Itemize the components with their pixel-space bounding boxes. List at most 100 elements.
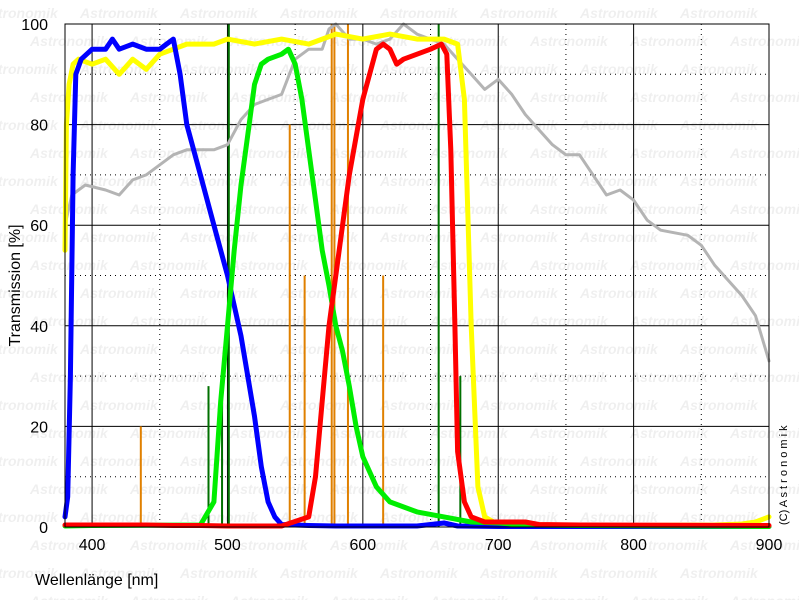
y-tick-label: 40 [30,319,48,336]
watermark-text: Astronomik [429,425,509,441]
watermark-layer: Astronomik Astronomik Astronomik Astronomik… [0,5,799,600]
y-tick-label: 0 [39,520,48,537]
x-tick-label: 400 [79,537,106,554]
watermark-text: Astronomik [529,593,609,600]
watermark-text: Astronomik [679,173,759,189]
watermark-text: Astronomik [729,593,799,600]
watermark-text: Astronomik [729,201,799,217]
watermark-text: Astronomik [429,33,509,49]
watermark-text: Astronomik [79,565,159,581]
watermark-text: Astronomik [229,89,309,105]
watermark-text: Astronomik [0,61,59,77]
watermark-text: Astronomik [0,229,59,245]
watermark-text: Astronomik [329,145,409,161]
watermark-text: Astronomik [379,229,459,245]
y-tick-label: 100 [21,17,48,34]
series-line [63,22,771,363]
watermark-text: Astronomik [579,509,659,525]
watermark-text: Astronomik [629,201,709,217]
watermark-text: Astronomik [329,481,409,497]
y-tick-label: 80 [30,118,48,135]
copyright-text: (C) A s t r o n o m i k [778,425,790,525]
watermark-text: Astronomik [729,481,799,497]
watermark-text: Astronomik [629,33,709,49]
watermark-text: Astronomik [279,173,359,189]
watermark-text: Astronomik [29,33,109,49]
watermark-text: Astronomik [0,341,59,357]
watermark-text: Astronomik [529,89,609,105]
watermark-text: Astronomik [129,593,209,600]
watermark-text: Astronomik [279,397,359,413]
watermark-text: Astronomik [729,33,799,49]
watermark-text: Astronomik [529,313,609,329]
watermark-text: Astronomik [79,341,159,357]
watermark-text: Astronomik [729,537,799,553]
watermark-text: Astronomik [279,565,359,581]
watermark-text: Astronomik [729,369,799,385]
watermark-text: Astronomik [129,369,209,385]
watermark-text: Astronomik [429,593,509,600]
watermark-text: Astronomik [579,5,659,21]
watermark-text: Astronomik [679,229,759,245]
watermark-text: Astronomik [479,229,559,245]
watermark-text: Astronomik [279,285,359,301]
grid [65,24,769,527]
watermark-text: Astronomik [629,257,709,273]
watermark-text: Astronomik [479,61,559,77]
y-tick-label: 20 [30,419,48,436]
series-line [62,41,772,529]
watermark-text: Astronomik [179,341,259,357]
watermark-text: Astronomik [0,509,59,525]
watermark-text: Astronomik [29,593,109,600]
series-line [62,46,772,529]
watermark-text: Astronomik [379,397,459,413]
watermark-text: Astronomik [579,61,659,77]
watermark-text: Astronomik [579,397,659,413]
watermark-text: Astronomik [679,341,759,357]
watermark-text: Astronomik [79,285,159,301]
watermark-text: Astronomik [579,229,659,245]
watermark-text: Astronomik [529,537,609,553]
watermark-text: Astronomik [129,89,209,105]
watermark-text: Astronomik [479,173,559,189]
watermark-text: Astronomik [679,453,759,469]
watermark-text: Astronomik [379,341,459,357]
watermark-text: Astronomik [79,5,159,21]
y-tick-labels: 0 20 40 60 80 100 [21,17,48,537]
series-line [62,36,772,529]
watermark-text: Astronomik [579,453,659,469]
watermark-text: Astronomik [329,537,409,553]
watermark-text: Astronomik [529,257,609,273]
watermark-text: Astronomik [0,285,59,301]
x-tick-label: 600 [349,537,376,554]
watermark-text: Astronomik [579,565,659,581]
watermark-text: Astronomik [79,229,159,245]
watermark-text: Astronomik [29,145,109,161]
watermark-text: Astronomik [629,369,709,385]
watermark-text: Astronomik [0,117,59,133]
x-axis-label: Wellenlänge [nm] [35,572,158,589]
watermark-text: Astronomik [479,285,559,301]
watermark-text: Astronomik [479,565,559,581]
watermark-text: Astronomik [729,425,799,441]
watermark-text: Astronomik [629,89,709,105]
watermark-text: Astronomik [229,425,309,441]
watermark-text: Astronomik [179,61,259,77]
watermark-text: Astronomik [129,201,209,217]
watermark-text: Astronomik [0,173,59,189]
watermark-text: Astronomik [729,89,799,105]
watermark-text: Astronomik [679,5,759,21]
watermark-text: Astronomik [329,201,409,217]
watermark-text: Astronomik [629,481,709,497]
watermark-text: Astronomik [129,257,209,273]
watermark-text: Astronomik [329,369,409,385]
watermark-text: Astronomik [429,537,509,553]
watermark-text: Astronomik [629,313,709,329]
series-lines [62,22,772,529]
watermark-text: Astronomik [0,565,59,581]
watermark-text: Astronomik [579,285,659,301]
watermark-text: Astronomik [29,257,109,273]
watermark-text: Astronomik [79,453,159,469]
watermark-text: Astronomik [229,145,309,161]
watermark-text: Astronomik [129,537,209,553]
